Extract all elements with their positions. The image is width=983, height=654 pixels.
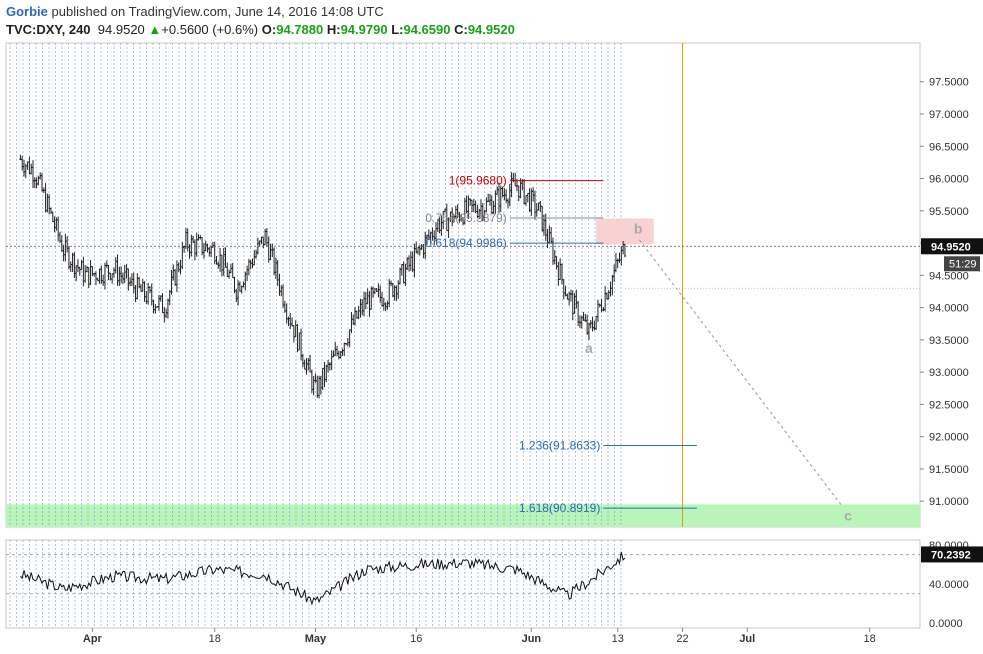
y-tick-label: 91.0000	[929, 496, 969, 508]
y-tick-label: 92.5000	[929, 399, 969, 411]
close-value: 94.9520	[467, 22, 515, 37]
x-tick-label: 18	[209, 633, 221, 645]
x-tick-label: 16	[410, 633, 422, 645]
open-label: O:	[261, 22, 277, 37]
author-link[interactable]: Gorbie	[6, 4, 48, 19]
publish-info: published on TradingView.com, June 14, 2…	[51, 4, 384, 19]
x-tick-label: Jun	[522, 633, 542, 645]
y-tick-label: 94.5000	[929, 270, 969, 282]
fib-level-label: 0.618(94.9986)	[425, 236, 506, 250]
main-pane	[5, 42, 921, 528]
close-label: C:	[454, 22, 468, 37]
y-tick-label: 96.0000	[929, 174, 969, 186]
low-value: 94.6590	[403, 22, 451, 37]
osc-tick-label: 40.0000	[929, 579, 969, 591]
change-value: +0.5600 (+0.6%)	[161, 22, 259, 37]
oscillator-pane	[5, 539, 921, 629]
projection-arrow	[638, 239, 842, 505]
open-value: 94.7880	[276, 22, 324, 37]
wave-label-b: b	[634, 220, 643, 236]
wave-label-a: a	[585, 340, 593, 356]
up-arrow-icon: ▲	[148, 22, 162, 37]
last-price-badge-text: 94.9520	[931, 241, 971, 253]
low-label: L:	[391, 22, 404, 37]
y-tick-label: 93.0000	[929, 367, 969, 379]
wave-b-zone	[596, 218, 654, 245]
last-price: 94.9520	[97, 22, 145, 37]
osc-last-badge	[921, 546, 983, 563]
target-zone	[6, 504, 920, 527]
symbol-label: TVC:DXY, 240	[6, 22, 91, 37]
y-tick-label: 97.5000	[929, 77, 969, 89]
x-tick-label: 22	[676, 633, 688, 645]
y-tick-label: 92.0000	[929, 432, 969, 444]
x-tick-label: 13	[612, 633, 624, 645]
osc-last-badge-text: 70.2392	[931, 549, 971, 561]
y-tick-label: 91.5000	[929, 464, 969, 476]
x-tick-label: Jul	[739, 633, 755, 645]
y-tick-label: 97.0000	[929, 109, 969, 121]
x-tick-label: May	[305, 633, 327, 645]
countdown-badge	[944, 256, 980, 272]
y-tick-label: 96.5000	[929, 141, 969, 153]
fib-level-label: 1.618(90.8919)	[519, 501, 600, 515]
fib-level-label: 0.764(95.3879)	[425, 211, 506, 225]
countdown-text: 51:29	[949, 258, 977, 270]
oscillator-line	[20, 551, 626, 606]
high-label: H:	[326, 22, 341, 37]
x-tick-label: 18	[863, 633, 875, 645]
symbol-header: TVC:DXY, 240 94.9520 ▲+0.5600 (+0.6%) O:…	[6, 22, 515, 37]
y-tick-label: 95.5000	[929, 206, 969, 218]
osc-tick-label: 0.0000	[929, 618, 963, 630]
publish-header: Gorbie published on TradingView.com, Jun…	[6, 4, 384, 19]
wave-label-c: c	[844, 508, 852, 524]
x-tick-label: Apr	[83, 633, 103, 645]
last-price-badge	[921, 238, 983, 255]
fib-level-label: 1.236(91.8633)	[519, 438, 600, 452]
high-value: 94.9790	[340, 22, 388, 37]
fib-level-label: 1(95.9680)	[449, 174, 507, 188]
y-tick-label: 93.5000	[929, 335, 969, 347]
y-tick-label: 94.0000	[929, 303, 969, 315]
